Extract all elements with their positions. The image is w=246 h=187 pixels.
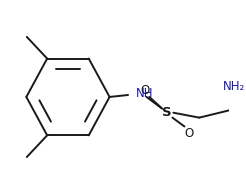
Text: O: O: [140, 84, 149, 96]
Text: NH₂: NH₂: [223, 80, 246, 93]
Text: S: S: [162, 106, 172, 119]
Text: NH: NH: [136, 88, 153, 100]
Text: O: O: [184, 127, 194, 140]
